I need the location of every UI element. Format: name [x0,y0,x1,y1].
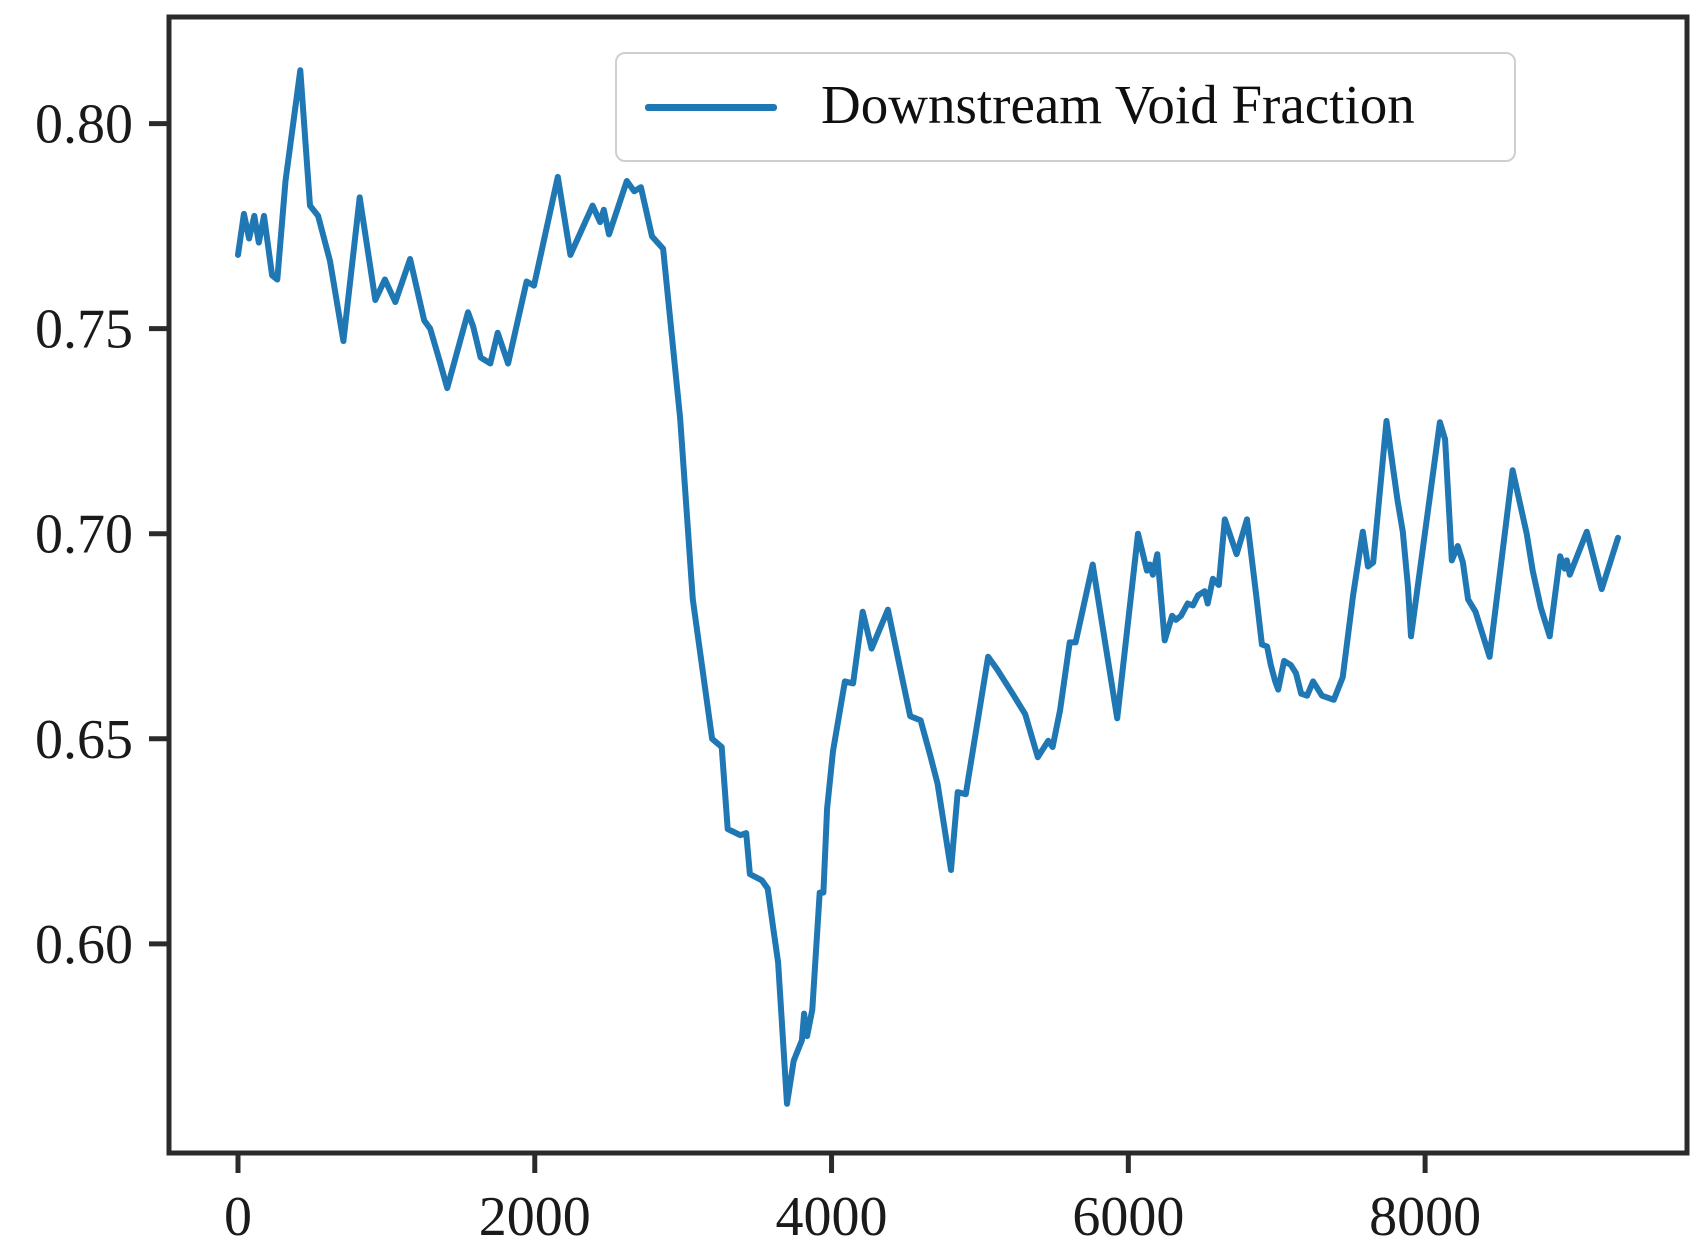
legend[interactable]: Downstream Void Fraction [615,52,1516,162]
series-line-downstream-void-fraction [235,67,1621,1107]
y-axis-tick-label: 0.60 [35,914,133,976]
x-axis-tick-label: 4000 [776,1186,888,1248]
y-axis-tick-label: 0.65 [35,709,133,771]
axes-frame [166,14,1690,1156]
x-axis-tick-label: 8000 [1369,1186,1481,1248]
x-axis-tick-label: 2000 [479,1186,591,1248]
x-axis-tick-label: 0 [224,1186,252,1248]
y-axis-tick-label: 0.75 [35,299,133,361]
y-axis-tick-label: 0.70 [35,504,133,566]
legend-label: Downstream Void Fraction [821,73,1415,135]
x-axis-tick-label: 6000 [1072,1186,1184,1248]
legend-line-sample [645,103,777,111]
y-axis-tick-label: 0.80 [35,94,133,156]
